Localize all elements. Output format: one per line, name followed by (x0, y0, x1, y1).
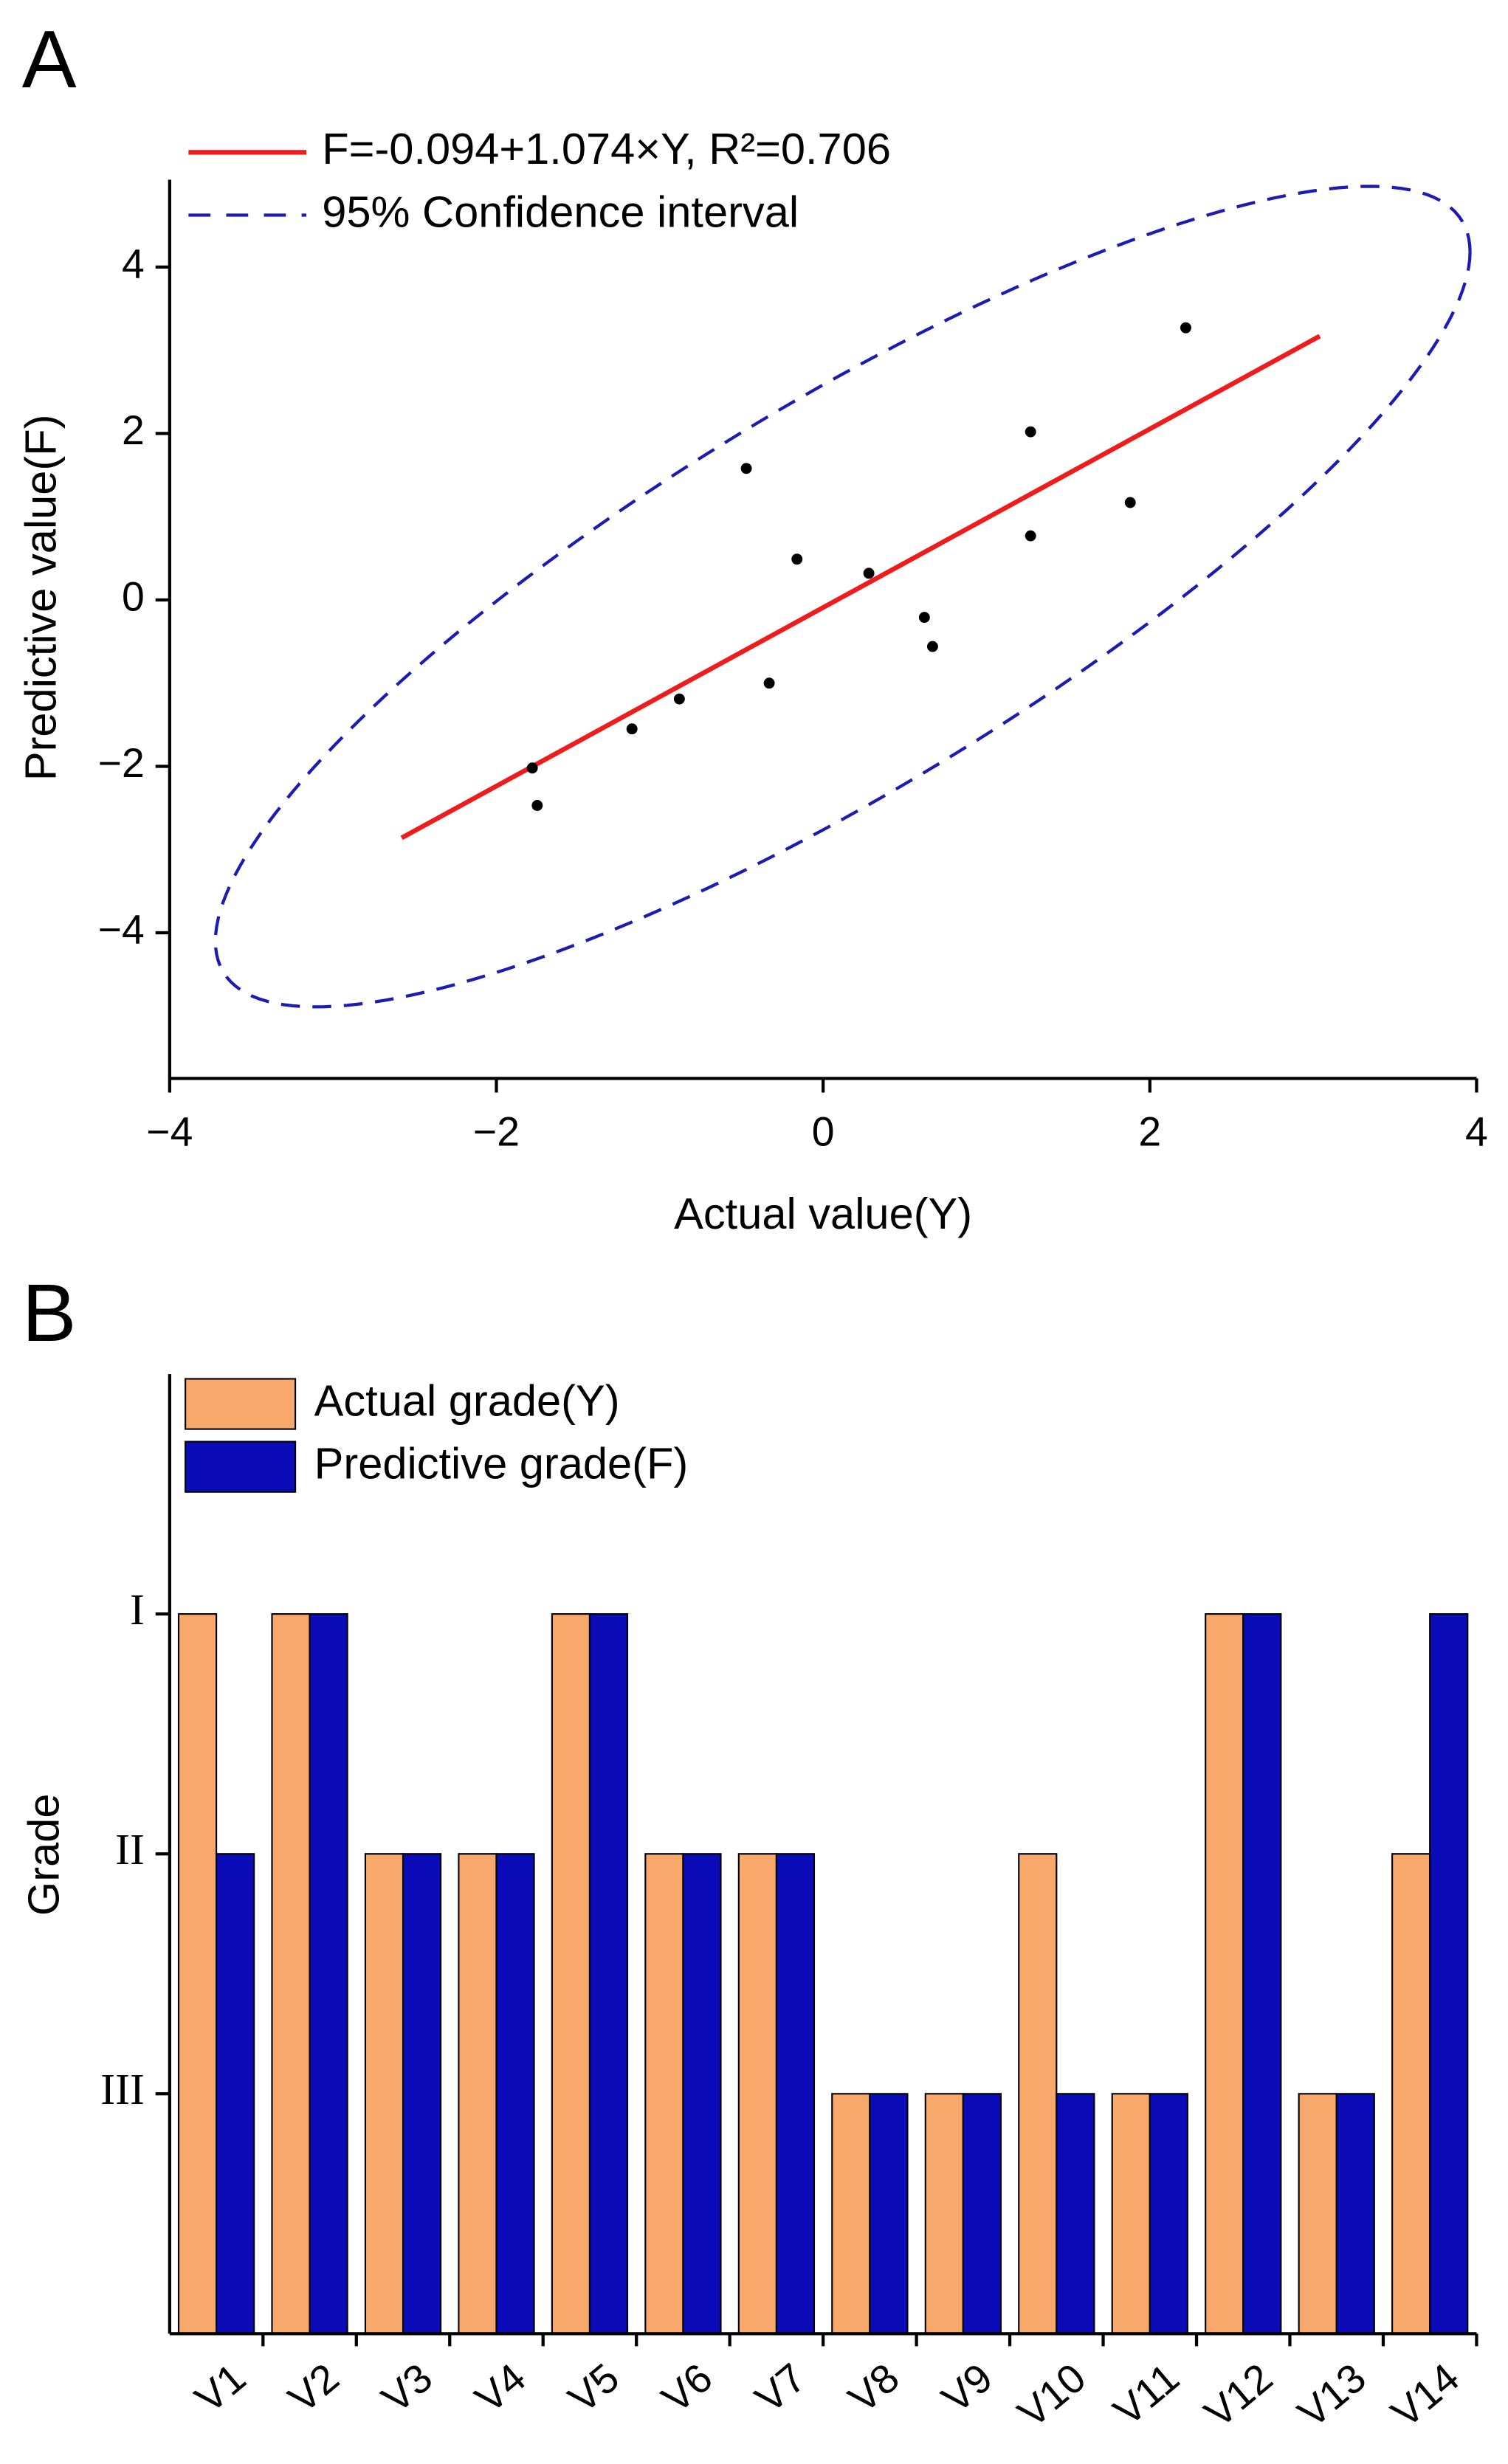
x-tick-label: V13 (1290, 2355, 1374, 2437)
bar (364, 1853, 404, 2335)
y-axis-title: Grade (19, 1793, 69, 1916)
legend-label: 95% Confidence interval (322, 187, 799, 236)
legend-label: Predictive grade(F) (314, 1438, 689, 1488)
x-tick-label: 0 (812, 1109, 835, 1155)
bar (458, 1853, 497, 2335)
y-tick-label: II (115, 1825, 145, 1874)
bar (402, 1853, 442, 2335)
point (526, 762, 538, 774)
bar (1111, 2093, 1151, 2335)
y-tick-label: 0 (122, 574, 145, 620)
point (531, 800, 543, 811)
bar (924, 2093, 964, 2335)
y-tick-label: −4 (98, 907, 145, 953)
x-tick-label: −4 (146, 1109, 193, 1155)
fit-line (400, 334, 1321, 841)
y-tick-label: 4 (122, 241, 145, 286)
bar (1335, 2093, 1375, 2335)
bar (216, 1853, 255, 2335)
legend-label: Actual grade(Y) (314, 1376, 620, 1425)
point (1025, 426, 1036, 438)
point (791, 553, 803, 565)
bar (737, 1853, 777, 2335)
point (1025, 530, 1036, 542)
bar (1298, 2093, 1337, 2335)
bar (309, 1613, 348, 2335)
point (863, 567, 875, 579)
x-tick-label: V14 (1383, 2355, 1467, 2437)
x-tick-label: 2 (1138, 1109, 1161, 1155)
bar (962, 2093, 1002, 2335)
bar (1205, 1613, 1244, 2335)
x-tick-label: V11 (1105, 2355, 1188, 2434)
x-tick-label: V3 (373, 2355, 441, 2422)
bar (495, 1853, 535, 2335)
point (1124, 497, 1136, 508)
y-tick-label: I (130, 1585, 145, 1634)
x-tick-label: V2 (280, 2355, 348, 2422)
bar (1149, 2093, 1188, 2335)
bar (1429, 1613, 1469, 2335)
x-axis-title: Actual value(Y) (674, 1189, 972, 1238)
x-tick-label: V6 (653, 2355, 721, 2422)
bar (551, 1613, 591, 2335)
point (1180, 322, 1191, 334)
point (763, 677, 775, 689)
x-tick-label: V9 (933, 2355, 1001, 2422)
point (626, 723, 638, 735)
x-tick-label: −2 (473, 1109, 520, 1155)
bar (869, 2093, 909, 2335)
y-axis-title: Predictive value(F) (16, 415, 65, 781)
point (926, 641, 938, 652)
bar (1391, 1853, 1431, 2335)
bar (1056, 2093, 1095, 2335)
bar (644, 1853, 684, 2335)
y-tick-label: −2 (98, 740, 145, 786)
bar (588, 1613, 629, 2335)
x-tick-label: V7 (746, 2355, 814, 2422)
x-tick-label: V1 (187, 2355, 255, 2422)
panel-label: A (22, 15, 77, 106)
bar (1242, 1613, 1282, 2335)
x-tick-label: V10 (1009, 2355, 1094, 2437)
x-tick-label: V5 (560, 2355, 627, 2422)
bar (177, 1613, 218, 2335)
bar (831, 2093, 871, 2335)
point (673, 693, 685, 705)
y-tick-label: 2 (122, 407, 145, 453)
bar (775, 1853, 816, 2335)
x-tick-label: V8 (840, 2355, 908, 2422)
point (740, 463, 752, 474)
bar (682, 1853, 722, 2335)
panel-label: B (22, 1268, 77, 1359)
legend-swatch (185, 1440, 297, 1493)
x-tick-label: V4 (466, 2355, 534, 2422)
confidence-ellipse (213, 184, 1472, 1009)
legend-swatch (185, 1378, 297, 1430)
point (918, 612, 930, 624)
bar (1018, 1853, 1058, 2335)
legend-label: F=-0.094+1.074×Y, R²=0.706 (322, 124, 891, 173)
x-tick-label: V12 (1196, 2355, 1281, 2437)
y-tick-label: III (100, 2065, 145, 2113)
bar (271, 1613, 311, 2335)
x-tick-label: 4 (1465, 1109, 1488, 1155)
